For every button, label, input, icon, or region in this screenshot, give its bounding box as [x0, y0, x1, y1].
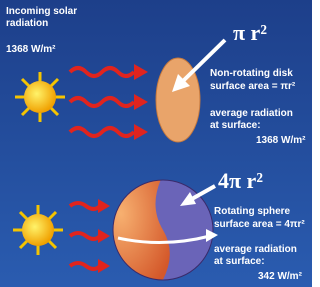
flux-label: 1368 W/m²	[6, 44, 56, 55]
sphere-label: Rotating sphere	[214, 206, 291, 217]
header-text: Incoming solar	[6, 6, 77, 17]
disk-area: surface area = πr²	[210, 81, 296, 92]
avg-label: average radiation	[210, 108, 293, 119]
header-text: radiation	[6, 18, 48, 29]
formula: 4π r²	[218, 168, 263, 193]
avg-label: at surface:	[210, 120, 261, 131]
diagram: Incoming solar radiation 1368 W/m² π r² …	[0, 0, 312, 287]
avg-value: 342 W/m²	[258, 271, 303, 282]
avg-label: at surface:	[214, 256, 265, 267]
avg-label: average radiation	[214, 244, 297, 255]
sun	[15, 72, 65, 122]
formula: π r²	[233, 20, 267, 45]
avg-value: 1368 W/m²	[256, 135, 306, 146]
sun	[13, 205, 63, 255]
sphere-area: surface area = 4πr²	[214, 219, 305, 230]
disk-label: Non-rotating disk	[210, 68, 293, 79]
